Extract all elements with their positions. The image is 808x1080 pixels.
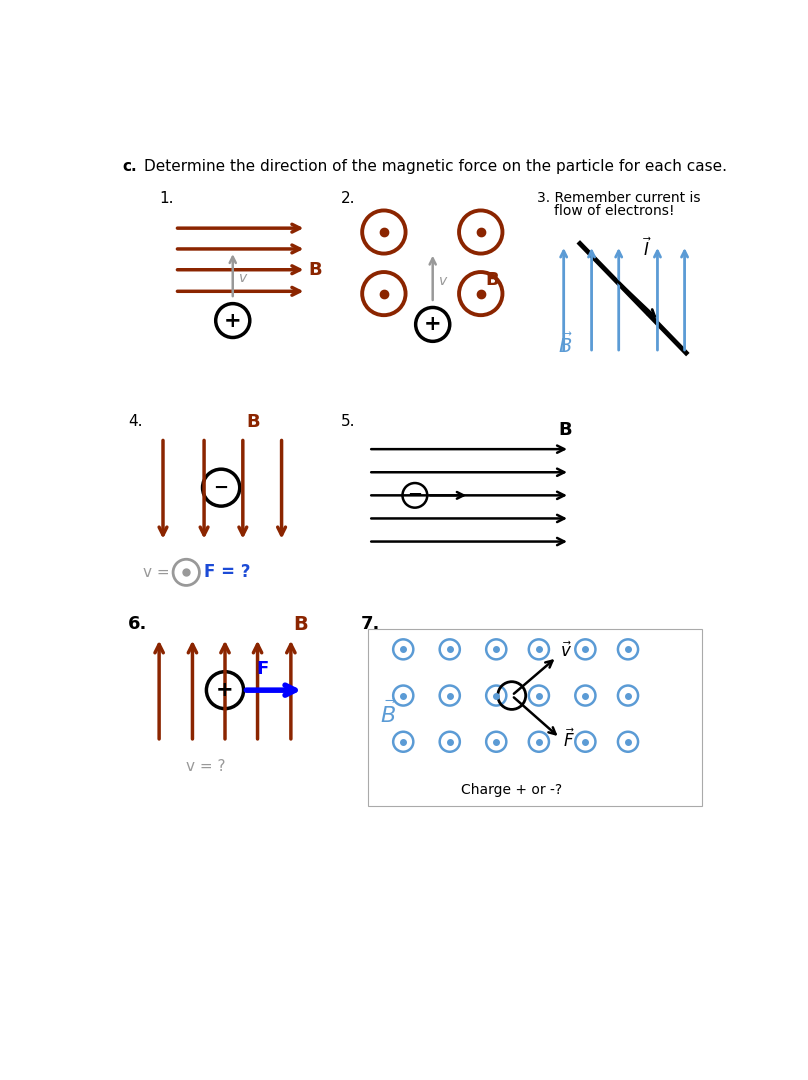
Text: Charge + or -?: Charge + or -? (461, 783, 562, 797)
Text: 3. Remember current is: 3. Remember current is (537, 191, 700, 205)
Text: B: B (293, 615, 308, 634)
Text: 6.: 6. (128, 615, 148, 633)
Text: 5.: 5. (341, 415, 356, 430)
Text: 1.: 1. (159, 191, 174, 206)
Text: $\vec{v}$: $\vec{v}$ (560, 642, 572, 661)
Text: B: B (309, 260, 322, 279)
Text: $\vec{F}$: $\vec{F}$ (563, 729, 574, 752)
Text: v = ?: v = ? (186, 759, 225, 774)
Text: Determine the direction of the magnetic force on the particle for each case.: Determine the direction of the magnetic … (144, 159, 726, 174)
Text: B: B (486, 271, 499, 288)
Text: −: − (213, 478, 229, 497)
Text: −: − (407, 486, 423, 504)
Text: F = ?: F = ? (204, 564, 250, 581)
Text: +: + (217, 680, 234, 700)
Text: +: + (224, 311, 242, 330)
Text: B: B (246, 414, 260, 431)
Bar (368, 629, 701, 806)
Text: 7.: 7. (360, 615, 380, 633)
Text: v: v (239, 271, 247, 285)
Text: $\vec{B}$: $\vec{B}$ (380, 700, 397, 727)
Text: $\vec{I}$: $\vec{I}$ (643, 238, 653, 260)
Text: $\vec{B}$: $\vec{B}$ (558, 333, 574, 357)
Text: v: v (439, 274, 447, 288)
Text: 4.: 4. (128, 415, 143, 430)
Text: c.: c. (123, 159, 137, 174)
Text: 2.: 2. (341, 191, 356, 206)
Text: F: F (256, 660, 268, 678)
Text: B: B (558, 421, 572, 438)
Text: flow of electrons!: flow of electrons! (554, 204, 675, 218)
Text: +: + (424, 314, 441, 335)
Text: v =: v = (142, 565, 169, 580)
